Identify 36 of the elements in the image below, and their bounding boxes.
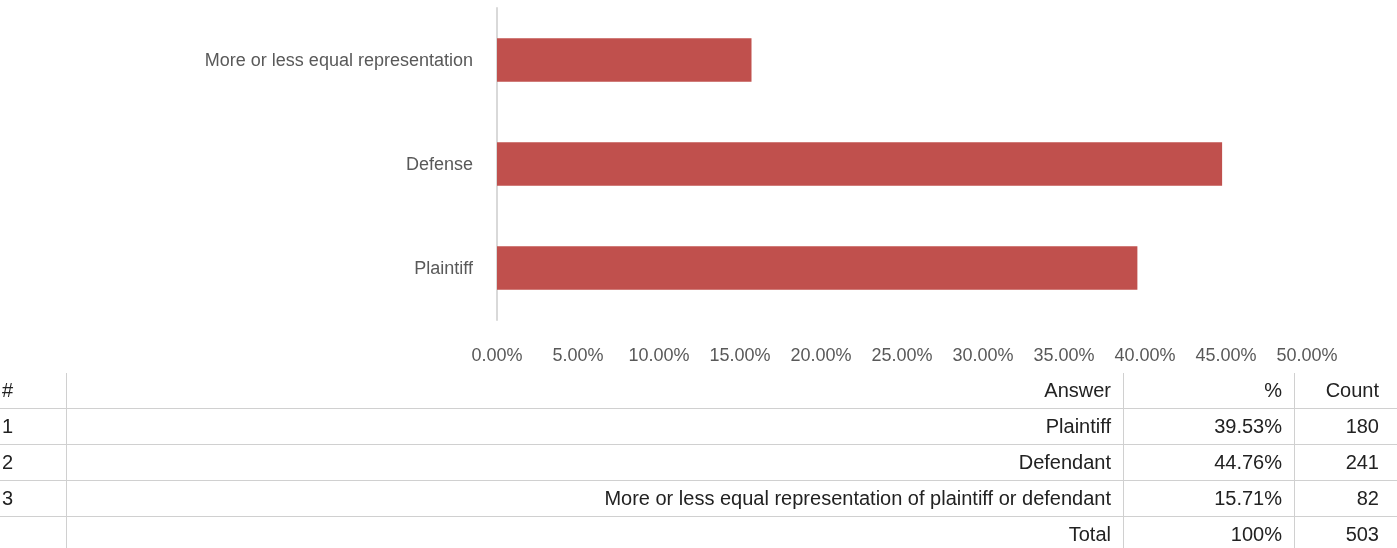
x-tick-label: 10.00% [628,345,690,365]
x-tick-label: 15.00% [709,345,771,365]
category-label: More or less equal representation of plaintiff or defendant [66,480,1124,517]
text: % [1123,373,1295,409]
bar [497,142,1223,186]
x-tick-label: 30.00% [952,345,1014,365]
x-tick-label: 0.00% [471,345,523,365]
text: 2 [0,444,67,481]
text: 1 [0,408,67,445]
x-tick-label: 25.00% [871,345,933,365]
data-label: 180 [1294,408,1397,445]
category-label: Plaintiff [66,408,1124,445]
text: Total [66,516,1124,548]
data-label: 44.76% [1123,444,1295,481]
x-tick-label: 45.00% [1195,345,1257,365]
x-tick-label: 5.00% [552,345,604,365]
bar [497,246,1138,290]
x-tick-label: 40.00% [1114,345,1176,365]
data-label: 241 [1294,444,1397,481]
text: Answer [66,373,1124,409]
category-label: Defendant [66,444,1124,481]
x-tick-label: 20.00% [790,345,852,365]
x-tick-label: 50.00% [1276,345,1338,365]
bar [497,38,752,82]
data-label: 82 [1294,480,1397,517]
x-tick-label: 35.00% [1033,345,1095,365]
y-tick-label: Plaintiff [414,258,474,278]
text: 3 [0,480,67,517]
text: # [0,373,67,409]
data-label: 39.53% [1123,408,1295,445]
y-tick-label: More or less equal representation [204,50,473,70]
text: Count [1294,373,1397,409]
text: 100% [1123,516,1295,548]
text: 503 [1344,522,1380,547]
data-label: 15.71% [1123,480,1295,517]
y-tick-label: Defense [405,154,473,174]
